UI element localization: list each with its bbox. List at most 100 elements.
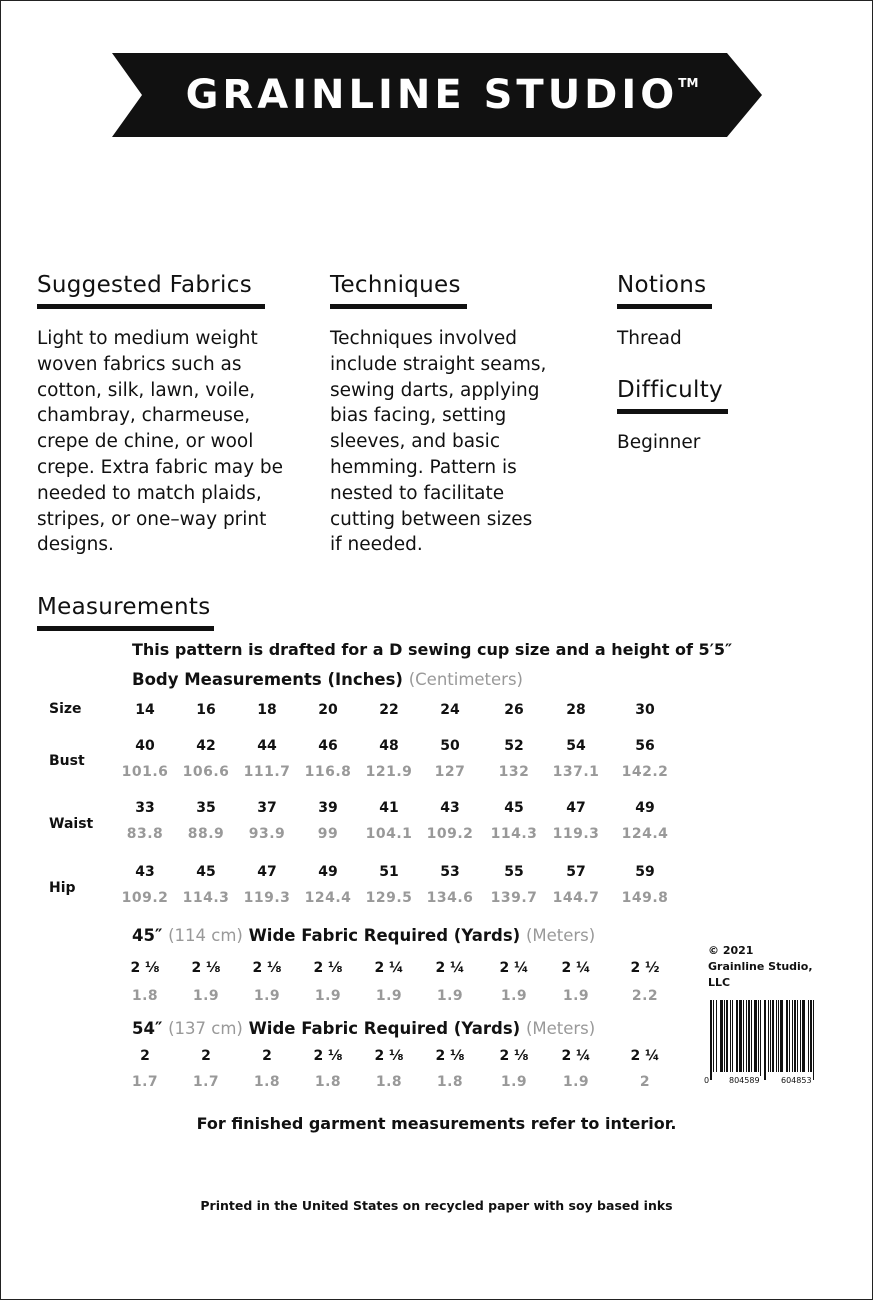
waist-inches-cell: 49 [635, 800, 655, 816]
bust-cm-cell: 137.1 [552, 764, 600, 780]
bust-inches-cell: 50 [440, 738, 460, 754]
barcode: 0 804589 604853 [704, 1000, 820, 1085]
fabric-54-meters-cell: 1.7 [192, 1074, 220, 1090]
barcode-bar [710, 1000, 712, 1080]
bust-cm-cell: 116.8 [304, 764, 352, 780]
bust-cm-cell: 127 [434, 764, 466, 780]
barcode-bar [746, 1000, 747, 1072]
barcode-bar [743, 1000, 744, 1072]
bust-cm-cell: 142.2 [621, 764, 669, 780]
brand-banner: GRAINLINE STUDIOTM [112, 53, 762, 137]
waist-cm-cell: 99 [317, 826, 339, 842]
hip-cm-cell: 139.7 [490, 890, 538, 906]
waist-inches-cell: 41 [379, 800, 399, 816]
bust-inches-cell: 42 [196, 738, 216, 754]
barcode-bar [739, 1000, 742, 1072]
fabric-54-meters-cell: 2 [639, 1074, 651, 1090]
waist-row-label: Waist [49, 816, 94, 832]
waist-cm-cell: 83.8 [126, 826, 164, 842]
fabric-54-yards-cell: 2 [140, 1048, 150, 1064]
fabric-54-meters-cell: 1.8 [253, 1074, 281, 1090]
printed-note: Printed in the United States on recycled… [200, 1198, 673, 1213]
size-cell: 18 [257, 702, 277, 718]
fabric-45-meters-cell: 2.2 [631, 988, 659, 1004]
barcode-bar [794, 1000, 796, 1072]
waist-inches-cell: 43 [440, 800, 460, 816]
barcode-bar [776, 1000, 777, 1072]
barcode-bar [778, 1000, 779, 1072]
fabric-45-yards-cell: 2 ⅛ [191, 960, 221, 976]
barcode-bar [813, 1000, 814, 1080]
hip-cm-cell: 109.2 [121, 890, 169, 906]
size-cell: 22 [379, 702, 399, 718]
fabric-45-meters-cell: 1.9 [436, 988, 464, 1004]
body-measurements-heading: Body Measurements (Inches) (Centimeters) [132, 670, 523, 689]
barcode-bar [732, 1000, 733, 1072]
waist-cm-cell: 109.2 [426, 826, 474, 842]
size-cell: 24 [440, 702, 460, 718]
fabric-45-meters-cell: 1.9 [562, 988, 590, 1004]
bust-cm-cell: 111.7 [243, 764, 291, 780]
barcode-bar [713, 1000, 714, 1072]
fabric-45-meters-cell: 1.9 [192, 988, 220, 1004]
fabrics-heading: Suggested Fabrics [37, 272, 265, 309]
difficulty-text: Beginner [617, 432, 701, 453]
fabric-54-yards-cell: 2 [201, 1048, 211, 1064]
barcode-bar [802, 1000, 805, 1072]
barcode-bar [800, 1000, 801, 1072]
fabric-54-heading: 54″ (137 cm) Wide Fabric Required (Yards… [132, 1019, 596, 1038]
size-cell: 16 [196, 702, 216, 718]
barcode-bar [808, 1000, 809, 1072]
fabric-54-meters-cell: 1.9 [500, 1074, 528, 1090]
copyright: © 2021 Grainline Studio, LLC [708, 944, 813, 989]
fabric-54-yards-cell: 2 ⅛ [435, 1048, 465, 1064]
waist-inches-cell: 39 [318, 800, 338, 816]
banner-shape [112, 53, 762, 137]
fabric-45-yards-cell: 2 ¼ [561, 960, 591, 976]
notions-heading: Notions [617, 272, 712, 309]
barcode-bar [792, 1000, 793, 1072]
bust-cm-cell: 132 [498, 764, 530, 780]
waist-cm-cell: 93.9 [248, 826, 286, 842]
hip-inches-cell: 51 [379, 864, 399, 880]
barcode-bar [770, 1000, 771, 1072]
size-cell: 26 [504, 702, 524, 718]
measurements-intro: This pattern is drafted for a D sewing c… [132, 640, 733, 659]
techniques-heading: Techniques [330, 272, 467, 309]
fabric-45-yards-cell: 2 ¼ [435, 960, 465, 976]
barcode-bar [754, 1000, 757, 1072]
barcode-bar [810, 1000, 812, 1072]
hip-inches-cell: 43 [135, 864, 155, 880]
barcode-bar [720, 1000, 723, 1072]
barcode-bar [724, 1000, 725, 1072]
barcode-digit: 0 [704, 1076, 710, 1085]
barcode-bar [772, 1000, 774, 1072]
size-row-label: Size [49, 701, 82, 717]
hip-cm-cell: 114.3 [182, 890, 230, 906]
fabric-45-yards-cell: 2 ¼ [374, 960, 404, 976]
waist-cm-cell: 114.3 [490, 826, 538, 842]
size-cell: 14 [135, 702, 155, 718]
bust-cm-cell: 121.9 [365, 764, 413, 780]
bust-inches-cell: 54 [566, 738, 586, 754]
bust-inches-cell: 52 [504, 738, 524, 754]
waist-inches-cell: 33 [135, 800, 155, 816]
barcode-bar [751, 1000, 752, 1072]
fabric-54-yards-cell: 2 ¼ [561, 1048, 591, 1064]
fabric-54-meters-cell: 1.7 [131, 1074, 159, 1090]
barcode-bar [789, 1000, 790, 1072]
hip-inches-cell: 53 [440, 864, 460, 880]
hip-cm-cell: 129.5 [365, 890, 413, 906]
hip-cm-cell: 124.4 [304, 890, 352, 906]
waist-inches-cell: 45 [504, 800, 524, 816]
hip-inches-cell: 57 [566, 864, 586, 880]
fabric-45-meters-cell: 1.9 [375, 988, 403, 1004]
notions-text: Thread [617, 328, 682, 349]
barcode-bar [730, 1000, 731, 1072]
barcode-bar [736, 1000, 738, 1072]
hip-inches-cell: 59 [635, 864, 655, 880]
hip-cm-cell: 149.8 [621, 890, 669, 906]
barcode-bar [764, 1000, 766, 1080]
fabric-45-yards-cell: 2 ½ [630, 960, 660, 976]
fabric-45-yards-cell: 2 ¼ [499, 960, 529, 976]
